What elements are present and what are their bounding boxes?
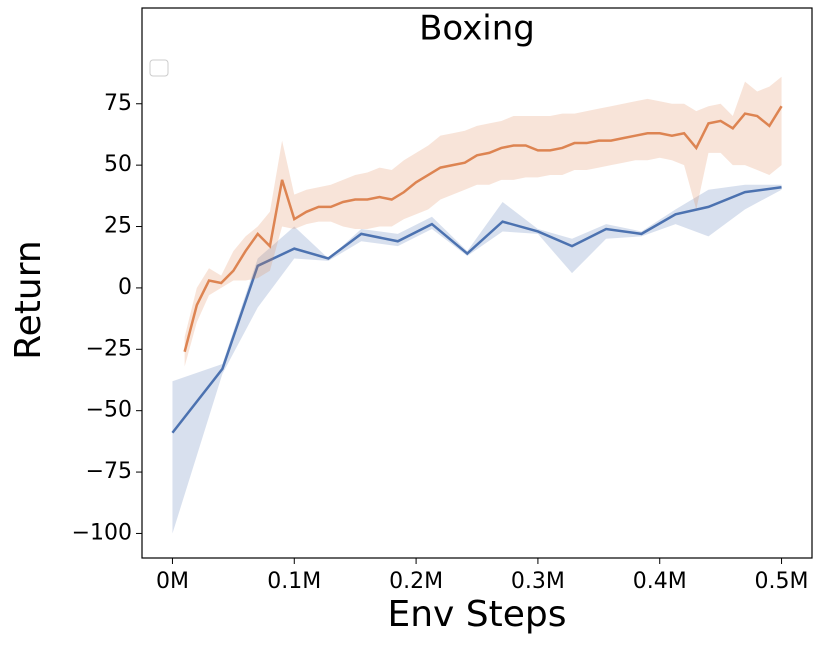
plot-frame bbox=[141, 7, 813, 559]
x-tick-label: 0.5M bbox=[755, 569, 809, 594]
x-tick-label: 0.1M bbox=[267, 569, 321, 594]
chart-title: Boxing bbox=[419, 9, 535, 49]
confidence-band bbox=[172, 184, 782, 534]
y-tick-label: 50 bbox=[104, 152, 132, 177]
x-tick-label: 0M bbox=[156, 569, 189, 594]
series-line bbox=[183, 105, 783, 353]
y-tick-label: −50 bbox=[86, 398, 132, 423]
x-axis-label: Env Steps bbox=[387, 594, 566, 635]
legend-box bbox=[149, 59, 169, 77]
y-axis-label: Return bbox=[8, 240, 49, 359]
confidence-band bbox=[184, 76, 782, 367]
x-tick-label: 0.2M bbox=[389, 569, 443, 594]
y-tick-label: 0 bbox=[118, 275, 132, 300]
y-tick-label: 25 bbox=[104, 214, 132, 239]
y-tick-label: −100 bbox=[72, 520, 132, 545]
y-tick-label: −75 bbox=[86, 459, 132, 484]
series-line bbox=[171, 186, 782, 434]
y-tick-label: −25 bbox=[86, 336, 132, 361]
x-tick-label: 0.4M bbox=[633, 569, 687, 594]
y-tick-label: 75 bbox=[104, 91, 132, 116]
x-tick-label: 0.3M bbox=[511, 569, 565, 594]
